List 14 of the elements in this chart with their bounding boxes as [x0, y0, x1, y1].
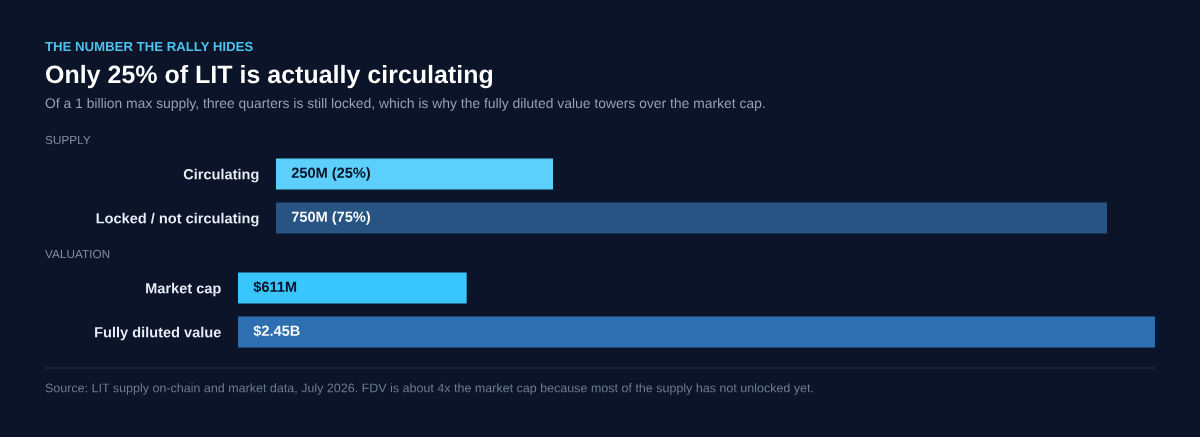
- y-axis-title: SUPPLY: [45, 135, 91, 145]
- source-note: Source: LIT supply on-chain and market data, July 2026. FDV is about 4x the market cap because most of the supply has not unlocked yet.: [45, 383, 813, 395]
- data-label: 750M (75%): [291, 211, 370, 225]
- data-label: 250M (25%): [291, 167, 370, 181]
- y-axis-title: VALUATION: [45, 249, 110, 259]
- text: THE NUMBER THE RALLY HIDES: [45, 41, 253, 52]
- y-tick-label: Locked / not circulating: [96, 212, 259, 227]
- chart-subtitle: Of a 1 billion max supply, three quarters is still locked, which is why the fully diluted value towers over the market cap.: [45, 97, 765, 111]
- chart-title: Only 25% of LIT is actually circulating: [46, 64, 493, 89]
- data-label: $2.45B: [253, 324, 300, 337]
- data-label: $611M: [253, 280, 297, 293]
- y-tick-label: Fully diluted value: [95, 326, 221, 341]
- y-tick-label: Market cap: [146, 282, 221, 297]
- y-tick-label: Circulating: [183, 168, 259, 183]
